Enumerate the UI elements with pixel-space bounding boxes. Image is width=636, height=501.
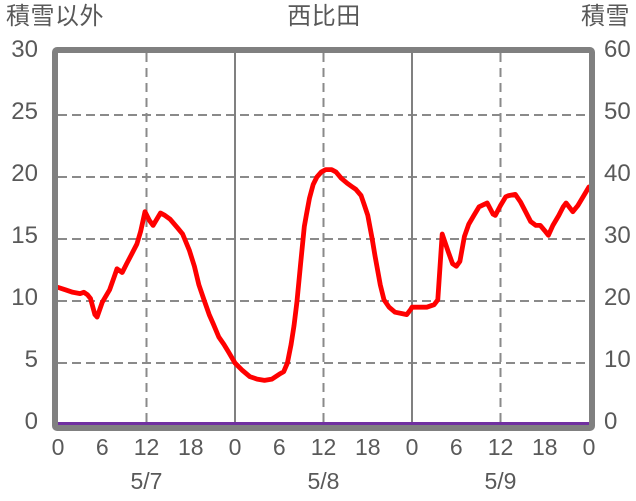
left-axis-title: 積雪以外 xyxy=(6,3,104,30)
x-hour-label: 6 xyxy=(272,434,286,460)
y-right-tick-label: 50 xyxy=(604,98,631,125)
x-hour-label: 0 xyxy=(51,434,65,460)
station-title: 西比田 xyxy=(287,3,361,30)
x-hour-label: 18 xyxy=(177,434,204,460)
x-hour-label: 12 xyxy=(487,434,514,460)
x-date-label: 5/7 xyxy=(130,468,163,494)
plot-frame xyxy=(52,47,595,431)
x-date-label: 5/9 xyxy=(484,468,517,494)
x-hour-label: 12 xyxy=(310,434,337,460)
x-hour-label: 0 xyxy=(228,434,242,460)
x-hour-label: 0 xyxy=(405,434,419,460)
y-right-tick-label: 40 xyxy=(604,160,631,187)
y-left-tick-label: 5 xyxy=(24,346,38,373)
x-hour-label: 0 xyxy=(582,434,596,460)
x-date-label: 5/8 xyxy=(307,468,340,494)
y-left-tick-label: 20 xyxy=(11,160,38,187)
y-right-tick-label: 10 xyxy=(604,346,631,373)
y-right-tick-label: 0 xyxy=(604,408,618,435)
y-left-tick-label: 30 xyxy=(11,36,38,63)
y-left-tick-label: 15 xyxy=(11,222,38,249)
x-hour-label: 12 xyxy=(133,434,160,460)
x-hour-label: 18 xyxy=(354,434,381,460)
y-left-tick-label: 0 xyxy=(24,408,38,435)
y-right-tick-label: 20 xyxy=(604,284,631,311)
x-hour-label: 6 xyxy=(95,434,109,460)
right-axis-title: 積雪 xyxy=(581,3,630,30)
y-right-tick-label: 60 xyxy=(604,36,631,63)
y-left-tick-label: 25 xyxy=(11,98,38,125)
y-left-tick-label: 10 xyxy=(11,284,38,311)
x-hour-label: 18 xyxy=(531,434,558,460)
temperature-line xyxy=(55,167,592,383)
x-hour-label: 6 xyxy=(449,434,463,460)
y-right-tick-label: 30 xyxy=(604,222,631,249)
